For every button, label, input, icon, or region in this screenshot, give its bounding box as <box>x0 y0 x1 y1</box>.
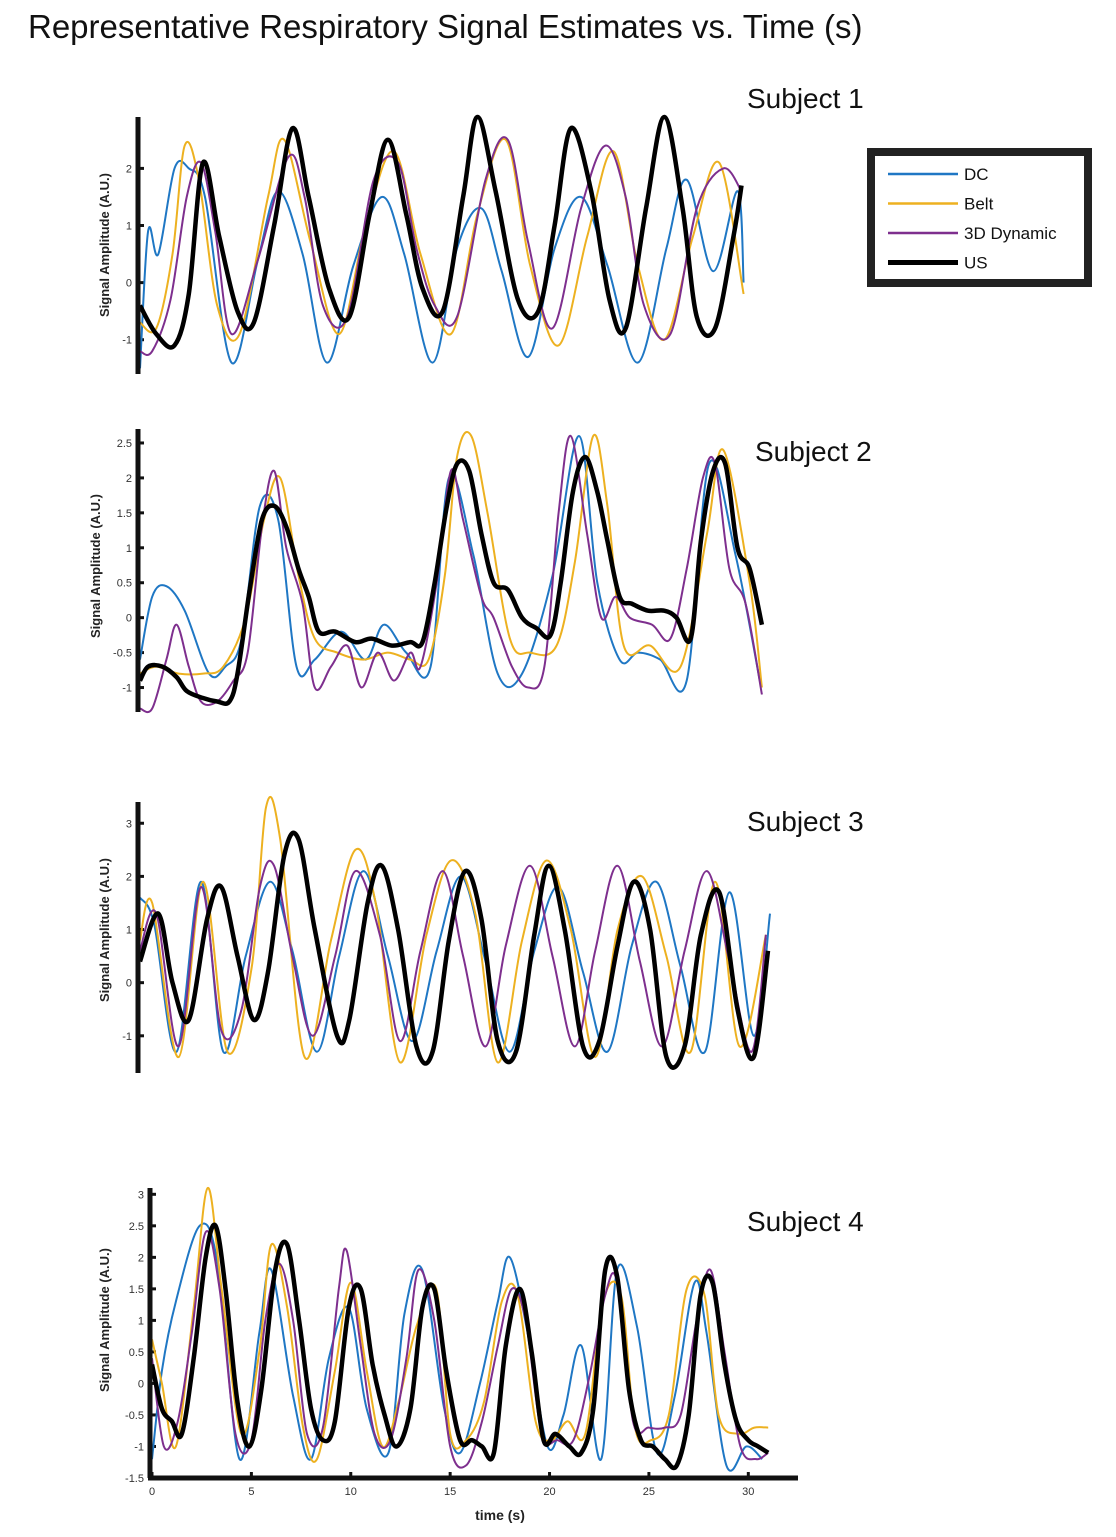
subject-2-yticks: -1 -0.5 0 0.5 1 1.5 2 2.5 <box>113 438 144 695</box>
ytick-label: 1 <box>138 1315 144 1327</box>
xtick-label: 20 <box>543 1486 555 1498</box>
ytick-label: -1 <box>122 683 132 695</box>
subject-1-yticks: -1 0 1 2 <box>122 163 144 347</box>
ytick-label: 2 <box>126 163 132 175</box>
subject-1-panel: Subject 1 Signal Amplitude (A.U.) -1 0 1 2 <box>97 83 864 374</box>
ytick-label: 0.5 <box>129 1347 144 1359</box>
legend-entry-label: US <box>964 254 988 273</box>
series-line-us <box>137 454 765 706</box>
subject-2-panel: Subject 2 Signal Amplitude (A.U.) -1 -0.5… <box>88 429 872 714</box>
subject-4-lines <box>149 1186 770 1472</box>
legend-entry-label: 3D Dynamic <box>964 224 1057 243</box>
ytick-label: 0 <box>126 978 132 990</box>
ytick-label: -0.5 <box>125 1410 144 1422</box>
legend: DC Belt 3D Dynamic US <box>867 148 1092 287</box>
legend-entry-label: DC <box>964 165 989 184</box>
ytick-label: -0.5 <box>113 648 132 660</box>
series-line-dc <box>139 159 745 369</box>
xtick-label: 10 <box>345 1486 357 1498</box>
series-line-us <box>138 114 744 350</box>
ytick-label: 1 <box>126 221 132 233</box>
subject-3-title: Subject 3 <box>747 806 864 837</box>
ytick-label: 0 <box>138 1378 144 1390</box>
legend-entry-label: Belt <box>964 195 994 214</box>
subject-4-ylabel: Signal Amplitude (A.U.) <box>97 1248 112 1392</box>
ytick-label: 3 <box>126 818 132 830</box>
ytick-label: 1 <box>126 543 132 555</box>
xtick-label: 0 <box>149 1486 155 1498</box>
subject-1-ylabel: Signal Amplitude (A.U.) <box>97 173 112 317</box>
ytick-label: -1.5 <box>125 1473 144 1485</box>
subject-4-xlabel: time (s) <box>475 1507 525 1523</box>
ytick-label: -1 <box>122 1031 132 1043</box>
subject-3-lines <box>137 795 771 1070</box>
series-line-3d-dynamic <box>151 1230 769 1469</box>
xtick-label: 30 <box>742 1486 754 1498</box>
xtick-label: 25 <box>643 1486 655 1498</box>
ytick-label: 0.5 <box>117 578 132 590</box>
subject-4-panel: Subject 4 Signal Amplitude (A.U.) time (… <box>97 1186 864 1523</box>
subject-1-title: Subject 1 <box>747 83 864 114</box>
ytick-label: 1.5 <box>129 1284 144 1296</box>
subject-1-lines <box>138 114 745 369</box>
series-line-us <box>149 1222 770 1471</box>
subject-2-ylabel: Signal Amplitude (A.U.) <box>88 494 103 638</box>
series-line-belt <box>151 1186 769 1463</box>
ytick-label: 1 <box>126 925 132 937</box>
series-line-us <box>137 830 771 1070</box>
ytick-label: 2 <box>126 473 132 485</box>
subject-4-title: Subject 4 <box>747 1206 864 1237</box>
subject-3-ylabel: Signal Amplitude (A.U.) <box>97 858 112 1002</box>
ytick-label: 0 <box>126 278 132 290</box>
ytick-label: 0 <box>126 613 132 625</box>
series-line-3d-dynamic <box>139 136 743 356</box>
ytick-label: 3 <box>138 1189 144 1201</box>
series-line-belt <box>139 795 767 1064</box>
ytick-label: 2 <box>138 1252 144 1264</box>
ytick-label: 2.5 <box>129 1221 144 1233</box>
ytick-label: 2.5 <box>117 438 132 450</box>
ytick-label: -1 <box>122 335 132 347</box>
ytick-label: 1.5 <box>117 508 132 520</box>
subject-3-panel: Subject 3 Signal Amplitude (A.U.) -1 0 1 2 3 <box>97 795 864 1073</box>
xtick-label: 5 <box>248 1486 254 1498</box>
subject-2-lines <box>137 431 765 714</box>
xtick-label: 15 <box>444 1486 456 1498</box>
figure-title: Representative Respiratory Signal Estima… <box>28 8 863 45</box>
ytick-label: 2 <box>126 871 132 883</box>
ytick-label: -1 <box>134 1441 144 1453</box>
subject-2-title: Subject 2 <box>755 436 872 467</box>
